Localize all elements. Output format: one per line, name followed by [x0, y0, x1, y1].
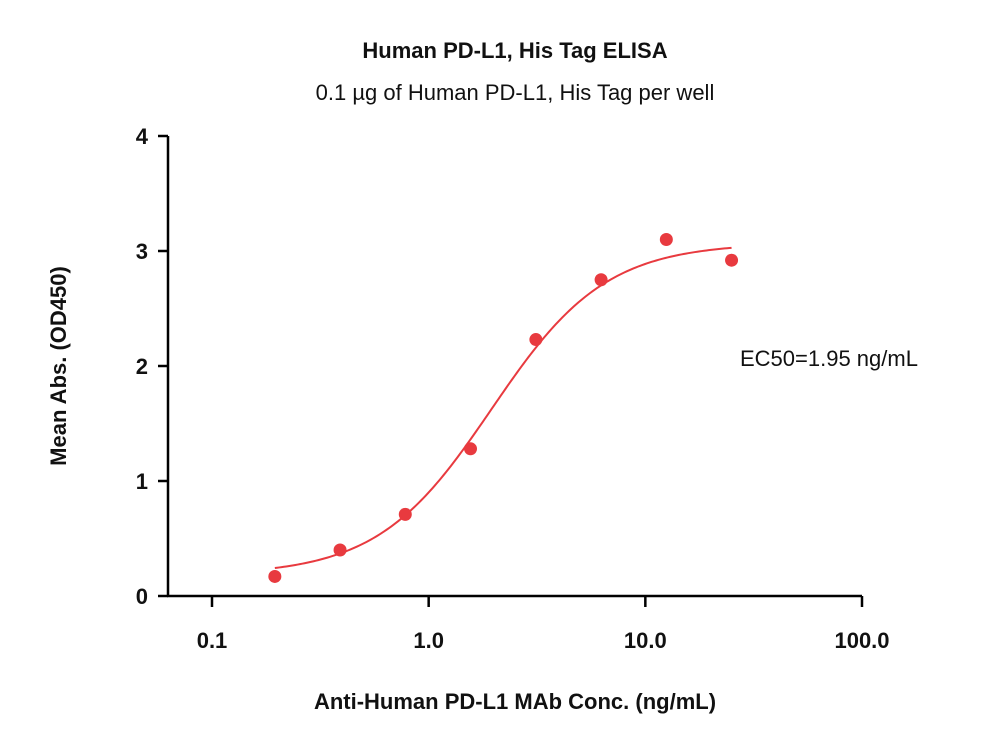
y-tick-label: 2: [136, 354, 148, 379]
data-point: [464, 442, 478, 456]
x-tick-label: 0.1: [197, 628, 228, 653]
data-point: [659, 233, 673, 246]
data-point: [398, 507, 412, 521]
x-tick-label: 1.0: [413, 628, 444, 653]
y-tick-label: 4: [136, 124, 149, 149]
y-ticks: 0 1 2 3 4: [136, 124, 168, 609]
fit-curve: [274, 246, 732, 570]
data-point: [725, 253, 739, 267]
y-axis-label: Mean Abs. (OD450): [46, 266, 71, 466]
chart-subtitle: 0.1 µg of Human PD-L1, His Tag per well: [316, 80, 715, 105]
y-tick-label: 0: [136, 584, 148, 609]
x-tick-label: 100.0: [834, 628, 889, 653]
data-point: [529, 333, 543, 347]
y-tick-label: 3: [136, 239, 148, 264]
x-tick-label: 10.0: [624, 628, 667, 653]
plot-area: [268, 233, 739, 583]
data-point: [594, 273, 608, 287]
x-axis-label: Anti-Human PD-L1 MAb Conc. (ng/mL): [314, 689, 716, 714]
ec50-annotation: EC50=1.95 ng/mL: [740, 346, 918, 371]
y-tick-label: 1: [136, 469, 148, 494]
data-point: [268, 569, 282, 583]
x-ticks: 0.1 1.0 10.0 100.0: [197, 596, 890, 653]
data-point: [333, 543, 347, 557]
chart-title: Human PD-L1, His Tag ELISA: [362, 38, 667, 63]
